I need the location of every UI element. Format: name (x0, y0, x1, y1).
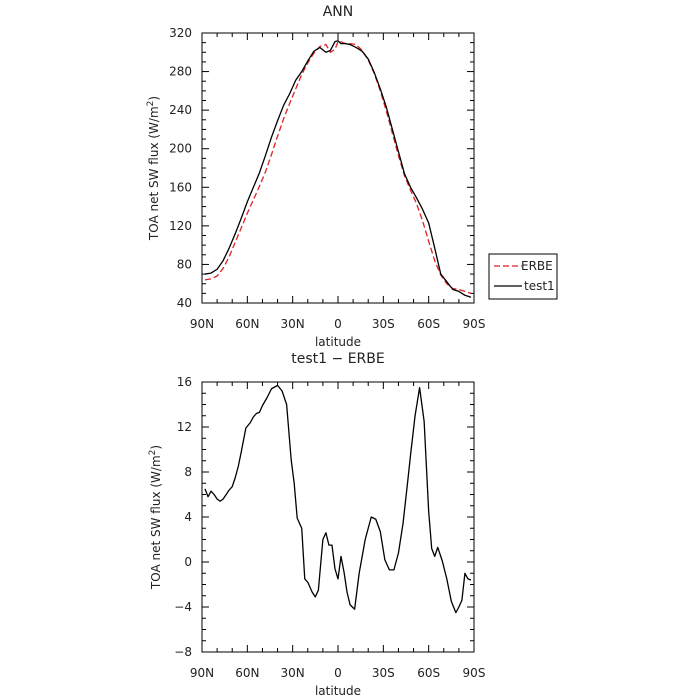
top-x-tick-label: 30S (372, 317, 395, 331)
top-x-tick-label: 0 (334, 317, 342, 331)
bottom-y-axis-label: TOA net SW flux (W/m2) (148, 445, 163, 590)
top-y-tick-label: 280 (169, 65, 192, 79)
top-x-tick-label: 60S (417, 317, 440, 331)
bottom-plot-area: −8 −4 0 4 8 12 16 90N 60N 30N 0 30S 60S 90S (174, 375, 485, 680)
bottom-panel: test1 − ERBE −8 −4 0 4 8 12 16 90N 60N 30N 0 30S 60S… (148, 351, 485, 698)
top-x-tick-label: 90N (190, 317, 214, 331)
bottom-y-tick-label: 16 (177, 375, 192, 389)
bottom-y-tick-label: 4 (184, 510, 192, 524)
top-x-axis-label: latitude (315, 335, 361, 349)
top-x-tick-label: 60N (235, 317, 259, 331)
top-y-tick-label: 240 (169, 103, 192, 117)
bottom-chart-title: test1 − ERBE (291, 351, 384, 367)
bottom-x-tick-label: 30N (281, 666, 305, 680)
legend-label-test1: test1 (524, 279, 555, 293)
top-y-axis-label: TOA net SW flux (W/m2) (146, 96, 161, 241)
top-x-tick-label: 30N (281, 317, 305, 331)
top-y-tick-label: 160 (169, 180, 192, 194)
top-y-tick-label: 200 (169, 142, 192, 156)
bottom-x-tick-label: 60S (417, 666, 440, 680)
bottom-x-tick-label: 0 (334, 666, 342, 680)
legend: ERBE test1 (488, 253, 558, 300)
bottom-x-tick-label: 90S (463, 666, 486, 680)
top-x-tick-label: 90S (463, 317, 486, 331)
top-panel: ANN 40 80 120 160 200 240 280 320 90N 60N 30N 0 30S 6… (146, 4, 558, 349)
bottom-y-tick-label: 12 (177, 420, 192, 434)
top-y-tick-label: 120 (169, 219, 192, 233)
top-y-tick-label: 80 (177, 257, 192, 271)
top-y-tick-label: 320 (169, 26, 192, 40)
bottom-series-line-difference (204, 384, 472, 614)
bottom-y-tick-label: 0 (184, 555, 192, 569)
bottom-x-tick-label: 30S (372, 666, 395, 680)
top-y-tick-label: 40 (177, 296, 192, 310)
top-chart-title: ANN (323, 4, 354, 20)
legend-label-erbe: ERBE (521, 259, 553, 273)
top-series-line-test1 (204, 40, 472, 298)
bottom-plot-frame (201, 381, 475, 653)
top-plot-area: 40 80 120 160 200 240 280 320 90N 60N 30N 0 30S 60S 90… (169, 26, 485, 331)
bottom-x-tick-label: 60N (235, 666, 259, 680)
bottom-x-tick-label: 90N (190, 666, 214, 680)
top-series-line-erbe (204, 41, 472, 294)
top-plot-frame (201, 32, 475, 304)
bottom-y-tick-label: −4 (174, 600, 192, 614)
bottom-x-axis-label: latitude (315, 684, 361, 698)
bottom-y-tick-label: 8 (184, 465, 192, 479)
legend-box (488, 253, 558, 300)
bottom-y-tick-label: −8 (174, 645, 192, 659)
